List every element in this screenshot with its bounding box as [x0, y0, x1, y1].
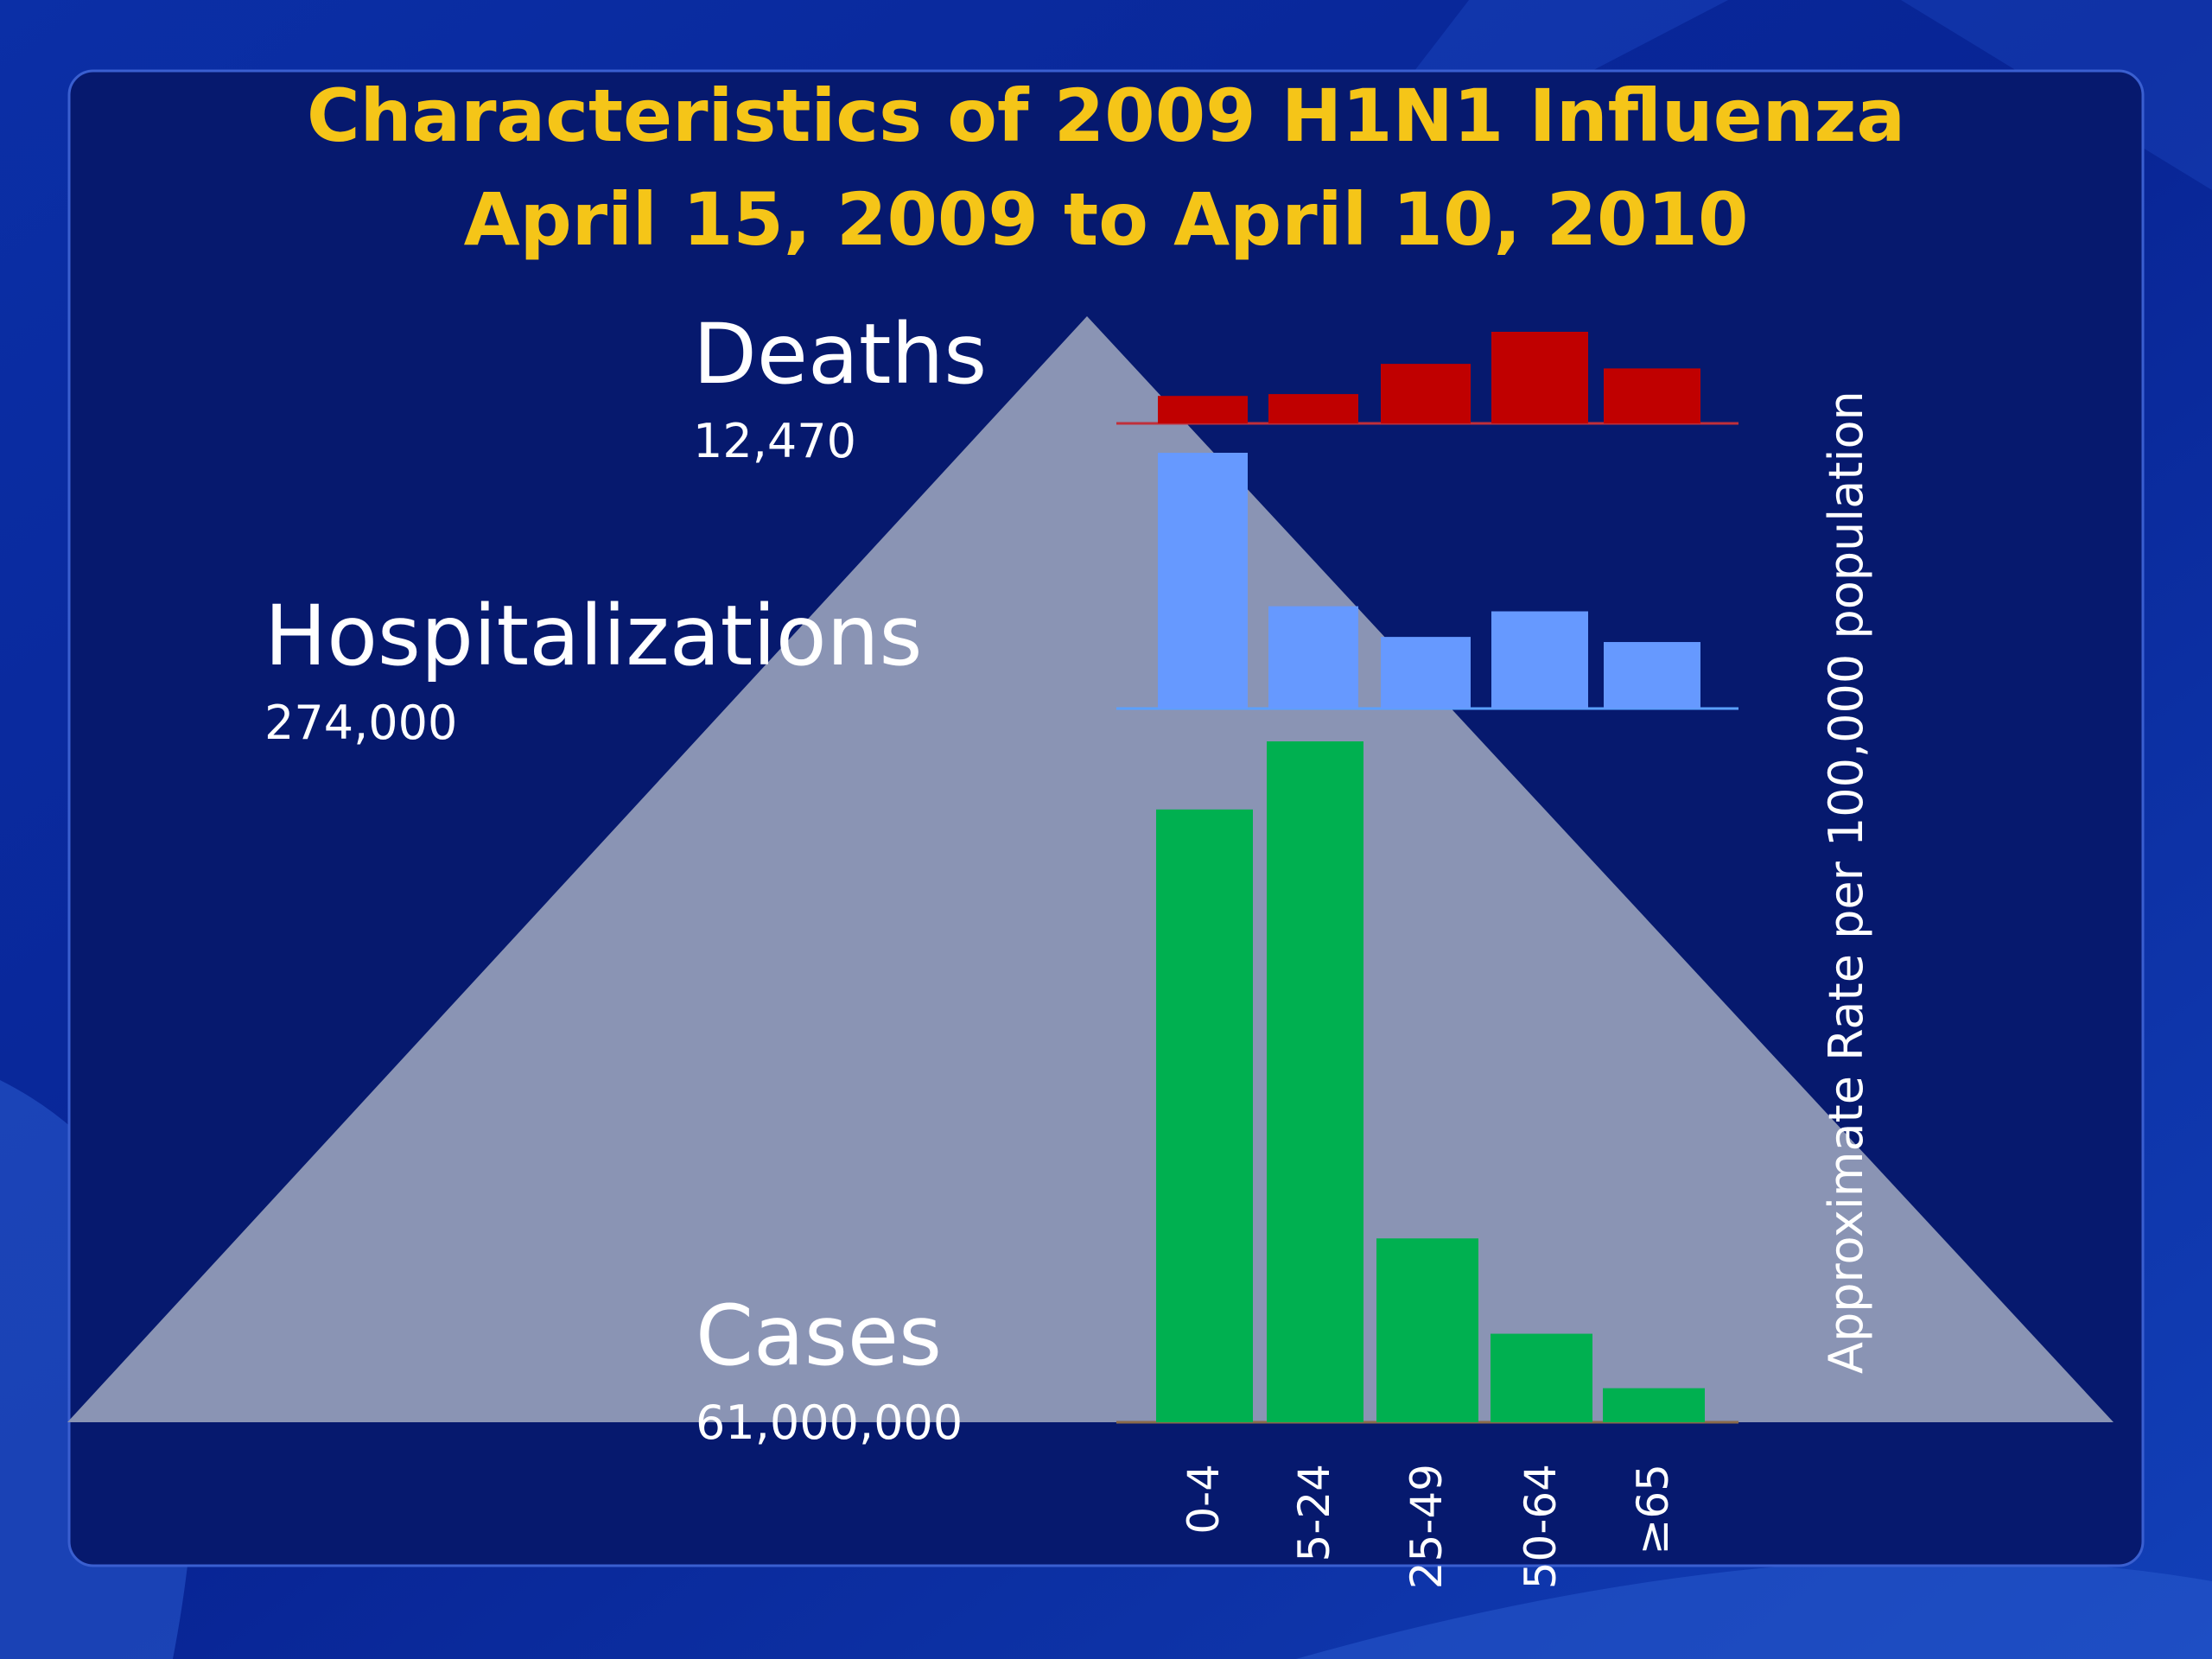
deaths-bar-5	[1604, 368, 1700, 423]
hospitalizations-label: Hospitalizations	[264, 588, 923, 684]
title-line-2: April 15, 2009 to April 10, 2010	[463, 177, 1749, 262]
cases-bar-2	[1267, 741, 1363, 1422]
cases-bar-4	[1491, 1333, 1592, 1422]
x-tick-label: 0-4	[1179, 1464, 1229, 1535]
cases-label-group: Cases 61,000,000	[696, 1294, 963, 1446]
cases-bar-3	[1376, 1238, 1478, 1422]
cases-bar-5	[1603, 1388, 1705, 1422]
deaths-bar-4	[1491, 332, 1588, 423]
cases-label: Cases	[696, 1287, 942, 1384]
hospitalizations-bar-3	[1381, 637, 1471, 709]
hospitalizations-bar-1	[1158, 453, 1248, 709]
deaths-label-group: Deaths 12,470	[693, 313, 987, 465]
cases-bar-1	[1156, 809, 1253, 1422]
hospitalizations-bar-5	[1604, 642, 1700, 709]
hospitalizations-bar-2	[1268, 606, 1358, 709]
x-tick-label: 5-24	[1289, 1464, 1339, 1561]
deaths-bar-2	[1268, 394, 1358, 423]
cases-count: 61,000,000	[696, 1395, 963, 1450]
deaths-bar-1	[1158, 396, 1248, 423]
deaths-count: 12,470	[693, 414, 856, 468]
hospitalizations-count: 274,000	[264, 696, 458, 750]
x-tick-label: ≥65	[1628, 1464, 1678, 1555]
title-line-1: Characteristics of 2009 H1N1 Influenza	[306, 73, 1906, 158]
deaths-bar-3	[1381, 364, 1471, 423]
y-axis-label: Approximate Rate per 100,000 population	[1819, 391, 1873, 1374]
x-tick-label: 50-64	[1516, 1464, 1566, 1589]
hospitalizations-bar-4	[1491, 611, 1588, 709]
deaths-label: Deaths	[693, 306, 988, 403]
x-tick-label: 25-49	[1402, 1464, 1452, 1589]
pyramid-shape	[67, 316, 2113, 1422]
hospitalizations-label-group: Hospitalizations 274,000	[264, 594, 922, 747]
